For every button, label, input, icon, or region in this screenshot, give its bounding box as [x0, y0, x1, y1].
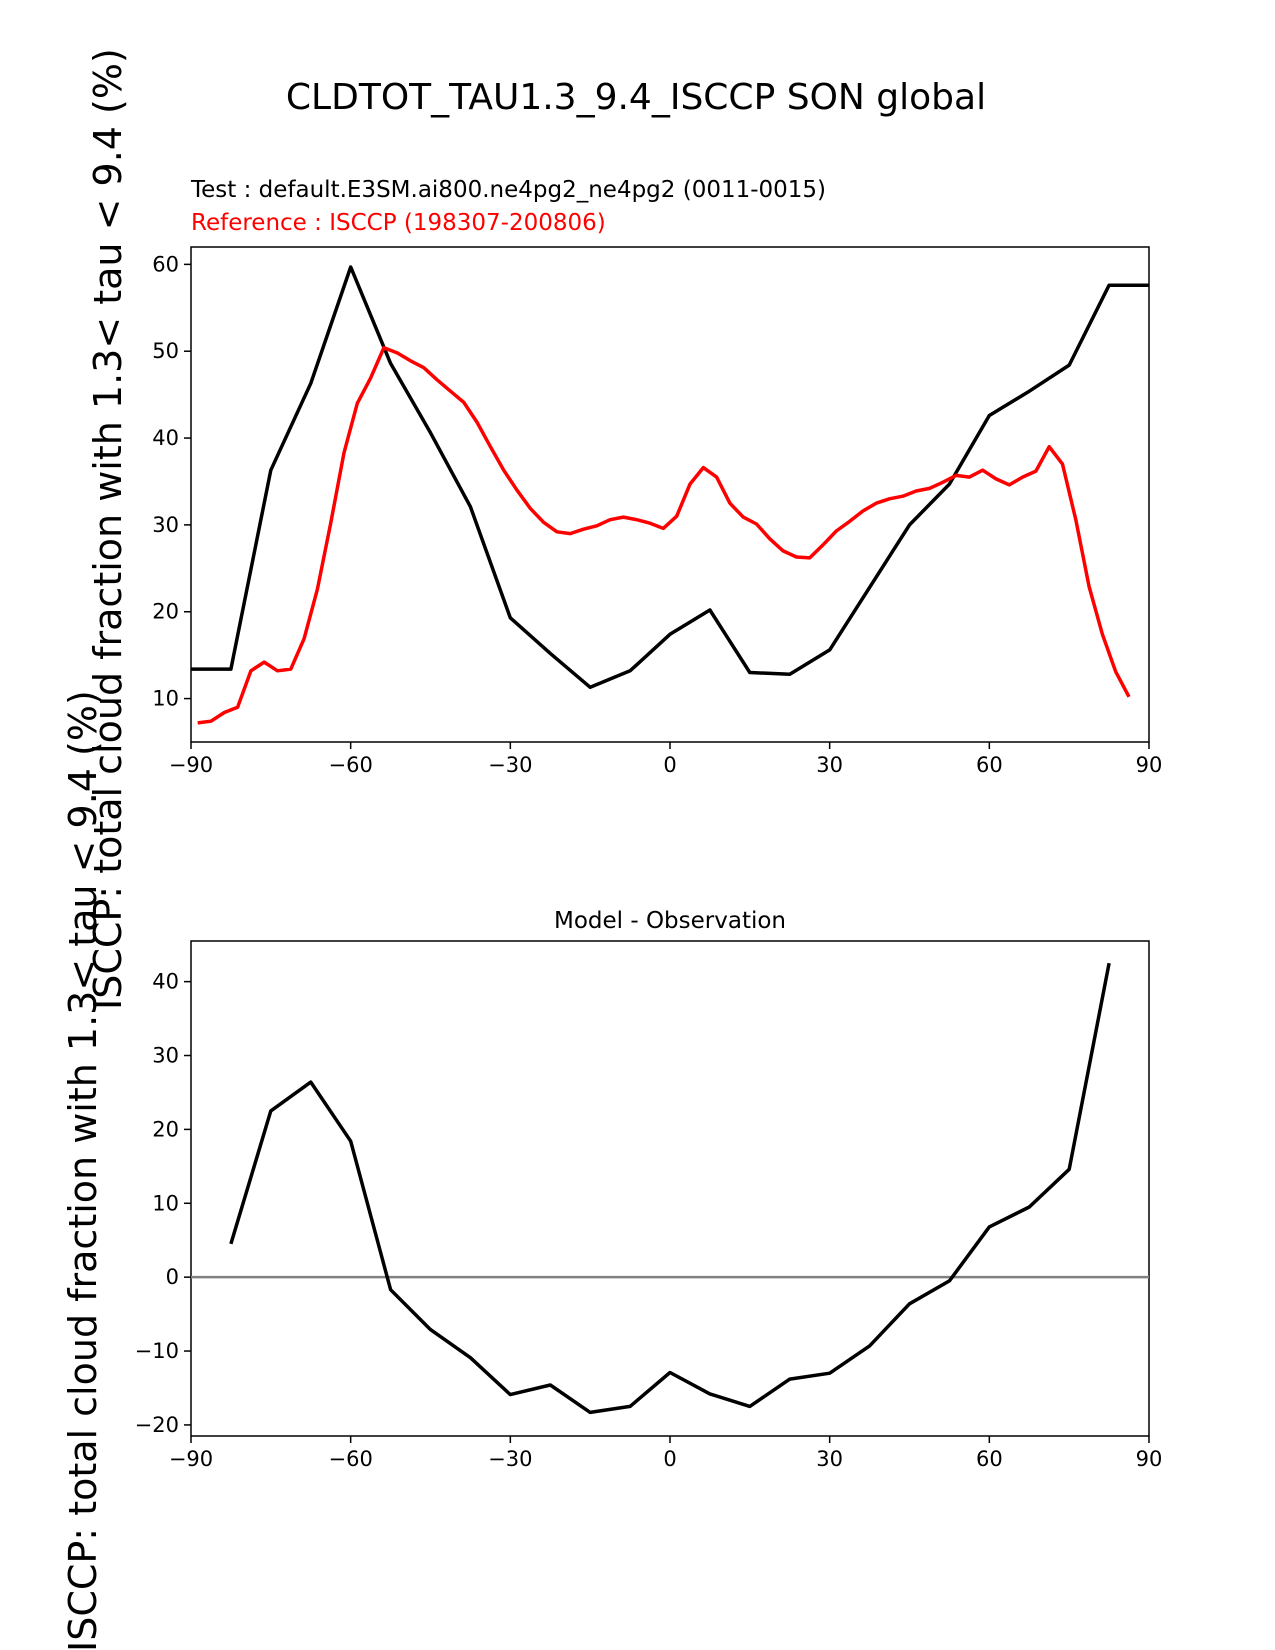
x-tick-label: −60	[329, 1447, 373, 1471]
x-tick-label: 60	[976, 1447, 1003, 1471]
y-tick-label: 10	[152, 687, 179, 711]
y-tick-label: 40	[152, 970, 179, 994]
y-tick-label: 30	[152, 513, 179, 537]
x-tick-label: 0	[663, 753, 676, 777]
series-group-bottom	[229, 962, 1111, 1415]
y-tick-label: 40	[152, 426, 179, 450]
chart-panel-test-reference: Test : default.E3SM.ai800.ne4pg2_ne4pg2 …	[152, 177, 1162, 777]
figure-ylabel-lower: ISCCP: total cloud fraction with 1.3< ta…	[61, 690, 105, 1650]
difference-title: Model - Observation	[554, 908, 786, 934]
figure-title: CLDTOT_TAU1.3_9.4_ISCCP SON global	[286, 77, 986, 118]
x-tick-label: −90	[169, 753, 213, 777]
x-tick-label: 0	[663, 1447, 676, 1471]
subtitle-test: Test : default.E3SM.ai800.ne4pg2_ne4pg2 …	[190, 177, 826, 203]
x-tick-label: −30	[488, 1447, 532, 1471]
y-tick-label: 0	[166, 1265, 179, 1289]
y-tick-label: 60	[152, 252, 179, 276]
y-tick-label: 20	[152, 1117, 179, 1141]
x-tick-label: −90	[169, 1447, 213, 1471]
y-tick-label: 50	[152, 339, 179, 363]
axis-ticks-bottom: −90 −60 −30 0 30 60 90 −20 −10 0 10 20 30 40	[135, 970, 1163, 1471]
series-group-top	[191, 265, 1149, 725]
series-line-test-bottom	[229, 962, 1111, 1415]
figure-ylabel-upper: ISCCP: total cloud fraction with 1.3< ta…	[86, 48, 130, 1010]
x-tick-label: −60	[329, 753, 373, 777]
chart-panel-difference: Model - Observation −90 −60 −30 0 30 60 90−20−…	[135, 908, 1163, 1471]
series-line-reference-top	[197, 345, 1131, 725]
y-tick-label: 10	[152, 1191, 179, 1215]
y-tick-label: 30	[152, 1044, 179, 1068]
x-tick-label: 30	[816, 1447, 843, 1471]
x-tick-label: −30	[488, 753, 532, 777]
y-tick-label: 20	[152, 600, 179, 624]
y-tick-label: −10	[135, 1339, 179, 1363]
series-line-test-top	[191, 265, 1149, 690]
x-tick-label: 90	[1136, 753, 1163, 777]
x-tick-label: 90	[1136, 1447, 1163, 1471]
x-tick-label: 60	[976, 753, 1003, 777]
axis-ticks-top: −90 −60 −30 0 30 60 90 10 20 30 40 50 60	[152, 252, 1162, 777]
x-tick-label: 30	[816, 753, 843, 777]
y-tick-label: −20	[135, 1413, 179, 1437]
subtitle-reference: Reference : ISCCP (198307-200806)	[191, 210, 606, 236]
